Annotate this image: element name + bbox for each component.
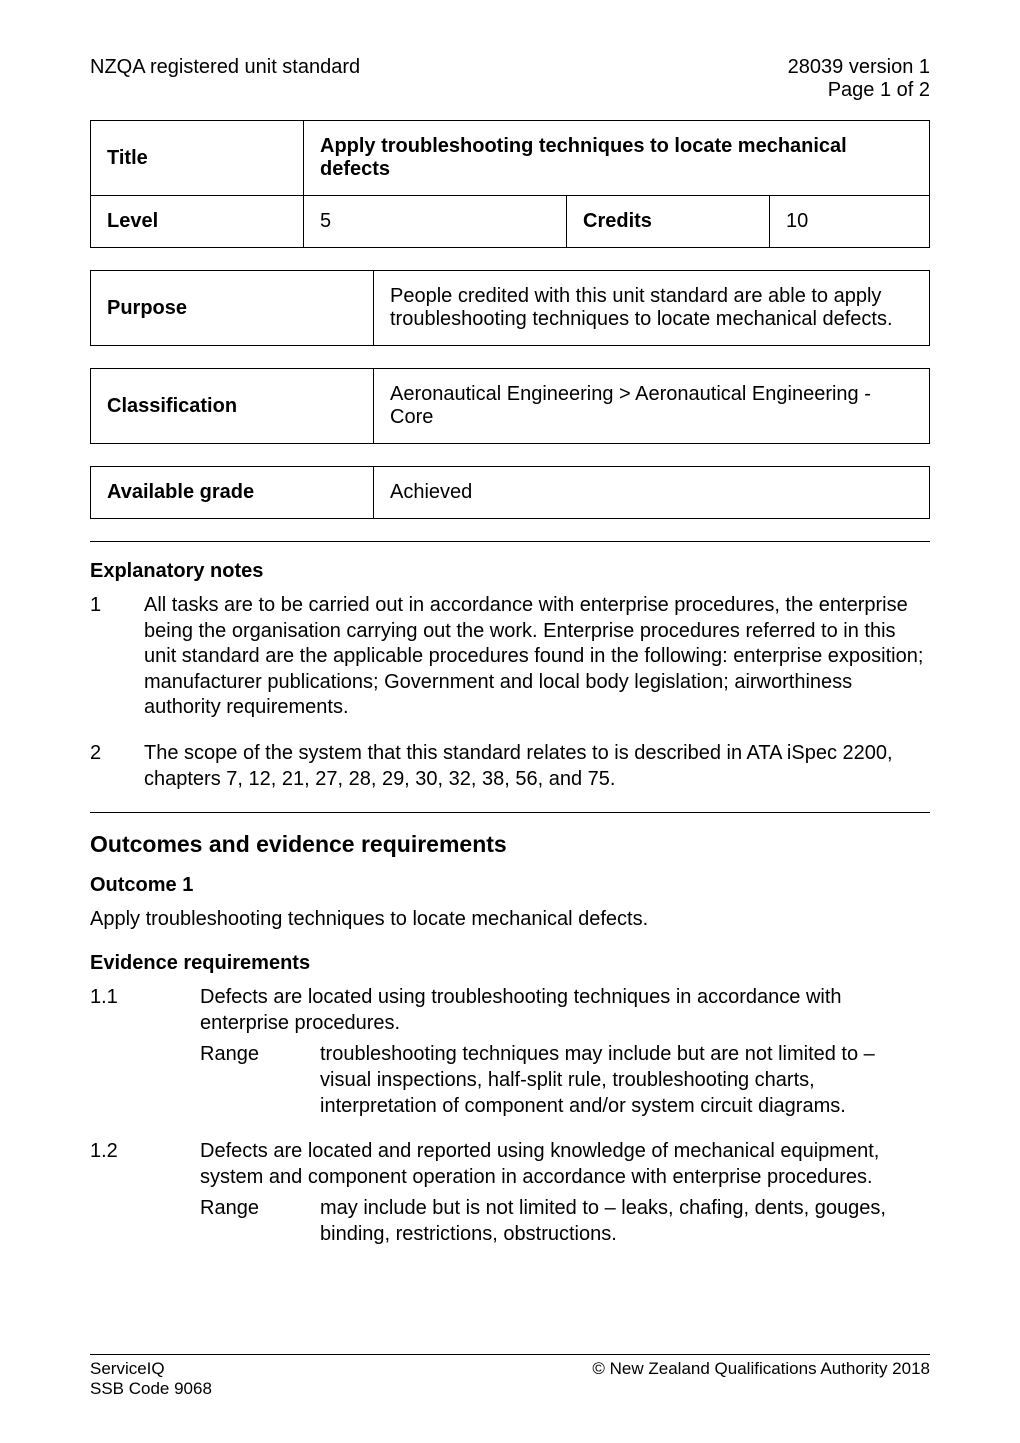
footer-left-line2: SSB Code 9068 — [90, 1379, 212, 1399]
evidence-item-text: Defects are located using troubleshootin… — [200, 985, 930, 1036]
grade-label: Available grade — [91, 467, 374, 519]
credits-label: Credits — [567, 196, 770, 248]
header-left: NZQA registered unit standard — [90, 56, 360, 102]
title-table: Title Apply troubleshooting techniques t… — [90, 120, 930, 248]
page-header: NZQA registered unit standard 28039 vers… — [90, 56, 930, 102]
header-right-line2: Page 1 of 2 — [788, 79, 930, 102]
evidence-item-num: 1.1 — [90, 985, 200, 1036]
grade-table: Available grade Achieved — [90, 466, 930, 519]
explanatory-item-text: The scope of the system that this standa… — [144, 741, 930, 792]
range-text: troubleshooting techniques may include b… — [320, 1042, 930, 1119]
footer-right: New Zealand Qualifications Authority 201… — [610, 1359, 930, 1378]
title-value: Apply troubleshooting techniques to loca… — [304, 121, 930, 196]
copyright-icon: © — [592, 1359, 605, 1378]
divider — [90, 541, 930, 542]
evidence-item: 1.2 Defects are located and reported usi… — [90, 1139, 930, 1190]
range-label: Range — [200, 1042, 320, 1119]
explanatory-item-num: 1 — [90, 593, 144, 721]
footer-left-line1: ServiceIQ — [90, 1359, 212, 1379]
explanatory-item-text: All tasks are to be carried out in accor… — [144, 593, 930, 721]
classification-value: Aeronautical Engineering > Aeronautical … — [374, 369, 930, 444]
explanatory-item: 1 All tasks are to be carried out in acc… — [90, 593, 930, 721]
title-label: Title — [91, 121, 304, 196]
evidence-item: 1.1 Defects are located using troublesho… — [90, 985, 930, 1036]
range-text: may include but is not limited to – leak… — [320, 1196, 930, 1247]
header-right-line1: 28039 version 1 — [788, 56, 930, 79]
evidence-range: Range may include but is not limited to … — [90, 1196, 930, 1247]
range-label: Range — [200, 1196, 320, 1247]
evidence-range: Range troubleshooting techniques may inc… — [90, 1042, 930, 1119]
outcome1-heading: Outcome 1 — [90, 874, 930, 897]
classification-table: Classification Aeronautical Engineering … — [90, 368, 930, 444]
credits-value: 10 — [770, 196, 930, 248]
outcome1-text: Apply troubleshooting techniques to loca… — [90, 907, 930, 932]
explanatory-heading: Explanatory notes — [90, 560, 930, 583]
purpose-value: People credited with this unit standard … — [374, 271, 930, 346]
evidence-heading: Evidence requirements — [90, 952, 930, 975]
classification-label: Classification — [91, 369, 374, 444]
divider — [90, 812, 930, 813]
evidence-item-text: Defects are located and reported using k… — [200, 1139, 930, 1190]
purpose-table: Purpose People credited with this unit s… — [90, 270, 930, 346]
level-label: Level — [91, 196, 304, 248]
explanatory-item-num: 2 — [90, 741, 144, 792]
evidence-item-num: 1.2 — [90, 1139, 200, 1190]
page-footer: ServiceIQ SSB Code 9068 © New Zealand Qu… — [90, 1354, 930, 1399]
grade-value: Achieved — [374, 467, 930, 519]
level-value: 5 — [304, 196, 567, 248]
outcomes-heading: Outcomes and evidence requirements — [90, 831, 930, 858]
explanatory-list: 1 All tasks are to be carried out in acc… — [90, 593, 930, 792]
purpose-label: Purpose — [91, 271, 374, 346]
explanatory-item: 2 The scope of the system that this stan… — [90, 741, 930, 792]
